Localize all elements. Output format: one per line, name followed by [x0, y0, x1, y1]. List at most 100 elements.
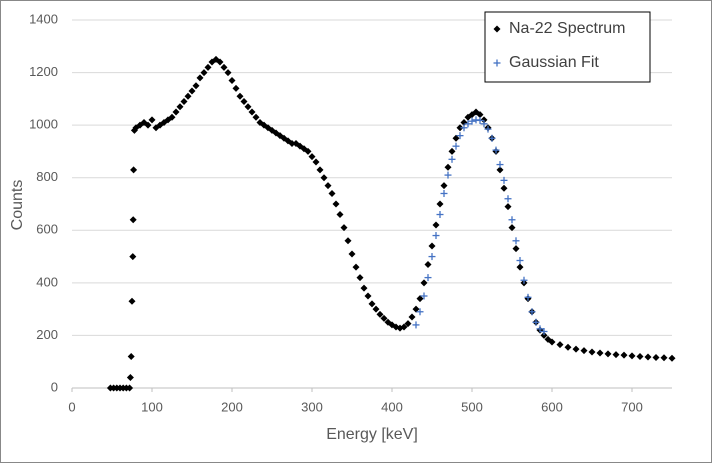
plus-marker [432, 232, 440, 240]
diamond-marker [196, 74, 204, 82]
diamond-marker [236, 92, 244, 100]
diamond-marker [128, 297, 136, 305]
diamond-marker [220, 63, 228, 71]
plus-marker [512, 237, 520, 245]
diamond-marker [540, 331, 548, 339]
diamond-marker [556, 341, 564, 349]
plus-marker [448, 155, 456, 163]
y-tick-label: 800 [36, 169, 58, 184]
plus-marker [508, 216, 516, 224]
plus-marker [416, 308, 424, 316]
plus-marker [444, 171, 452, 179]
diamond-marker [376, 310, 384, 318]
diamond-marker [240, 97, 248, 105]
diamond-marker [368, 300, 376, 308]
diamond-marker [364, 292, 372, 300]
diamond-marker [588, 348, 596, 356]
diamond-marker [372, 305, 380, 313]
diamond-marker [324, 182, 332, 190]
diamond-marker [628, 352, 636, 360]
diamond-marker [436, 200, 444, 208]
diamond-marker [668, 354, 676, 362]
diamond-marker [356, 274, 364, 282]
diamond-marker [444, 163, 452, 171]
diamond-marker [456, 124, 464, 132]
diamond-marker [184, 92, 192, 100]
plus-marker [524, 293, 532, 301]
diamond-marker [620, 351, 628, 359]
diamond-marker [252, 113, 260, 121]
y-tick-label: 1400 [29, 11, 58, 26]
diamond-marker [452, 134, 460, 142]
diamond-marker [344, 237, 352, 245]
diamond-marker [548, 338, 556, 346]
legend-label: Gaussian Fit [509, 54, 599, 71]
plus-marker [516, 257, 524, 265]
plus-marker [520, 276, 528, 284]
diamond-marker [192, 82, 200, 90]
y-tick-label: 400 [36, 274, 58, 289]
diamond-marker [652, 354, 660, 362]
diamond-marker [308, 153, 316, 161]
plus-marker [440, 189, 448, 197]
x-axis-title: Energy [keV] [326, 426, 418, 443]
diamond-marker [248, 108, 256, 116]
diamond-marker [476, 111, 484, 119]
diamond-marker [304, 147, 312, 155]
diamond-marker [400, 323, 408, 331]
plus-marker [436, 211, 444, 219]
diamond-marker [644, 353, 652, 361]
diamond-marker [596, 349, 604, 357]
diamond-marker [516, 263, 524, 271]
x-tick-label: 100 [141, 399, 163, 414]
diamond-marker [496, 166, 504, 174]
diamond-marker [180, 97, 188, 105]
plus-marker [528, 308, 536, 316]
diamond-marker [127, 352, 135, 360]
diamond-marker [130, 126, 138, 134]
diamond-marker [336, 211, 344, 219]
diamond-marker [172, 108, 180, 116]
diamond-marker [512, 245, 520, 253]
plus-marker [540, 327, 548, 335]
plus-marker [496, 161, 504, 169]
diamond-marker [580, 347, 588, 355]
diamond-marker [493, 25, 501, 33]
y-tick-label: 200 [36, 327, 58, 342]
plus-marker [424, 274, 432, 282]
diamond-marker [408, 313, 416, 321]
plus-marker [456, 132, 464, 140]
diamond-marker [416, 295, 424, 303]
diamond-marker [126, 384, 134, 392]
x-tick-label: 600 [541, 399, 563, 414]
diamond-marker [312, 158, 320, 166]
plus-marker [504, 195, 512, 203]
y-tick-label: 600 [36, 222, 58, 237]
plus-marker [468, 117, 476, 125]
diamond-marker [224, 69, 232, 77]
x-tick-label: 300 [301, 399, 323, 414]
y-axis-title: Counts [9, 180, 26, 231]
plus-marker [480, 120, 488, 128]
plus-marker [493, 59, 501, 67]
plus-marker [412, 321, 420, 329]
diamond-marker [564, 343, 572, 351]
diamond-marker [332, 200, 340, 208]
diamond-marker [228, 76, 236, 84]
diamond-marker [572, 345, 580, 353]
plus-marker [484, 125, 492, 133]
plus-marker [420, 292, 428, 300]
diamond-marker [604, 350, 612, 358]
diamond-marker [428, 242, 436, 250]
plus-marker [428, 253, 436, 261]
diamond-marker [288, 140, 296, 148]
diamond-marker [328, 189, 336, 197]
diamond-marker [660, 354, 668, 362]
x-tick-label: 700 [621, 399, 643, 414]
diamond-marker [352, 263, 360, 271]
diamond-marker [200, 69, 208, 77]
diamond-marker [320, 174, 328, 182]
x-tick-label: 500 [461, 399, 483, 414]
plus-marker [488, 134, 496, 142]
